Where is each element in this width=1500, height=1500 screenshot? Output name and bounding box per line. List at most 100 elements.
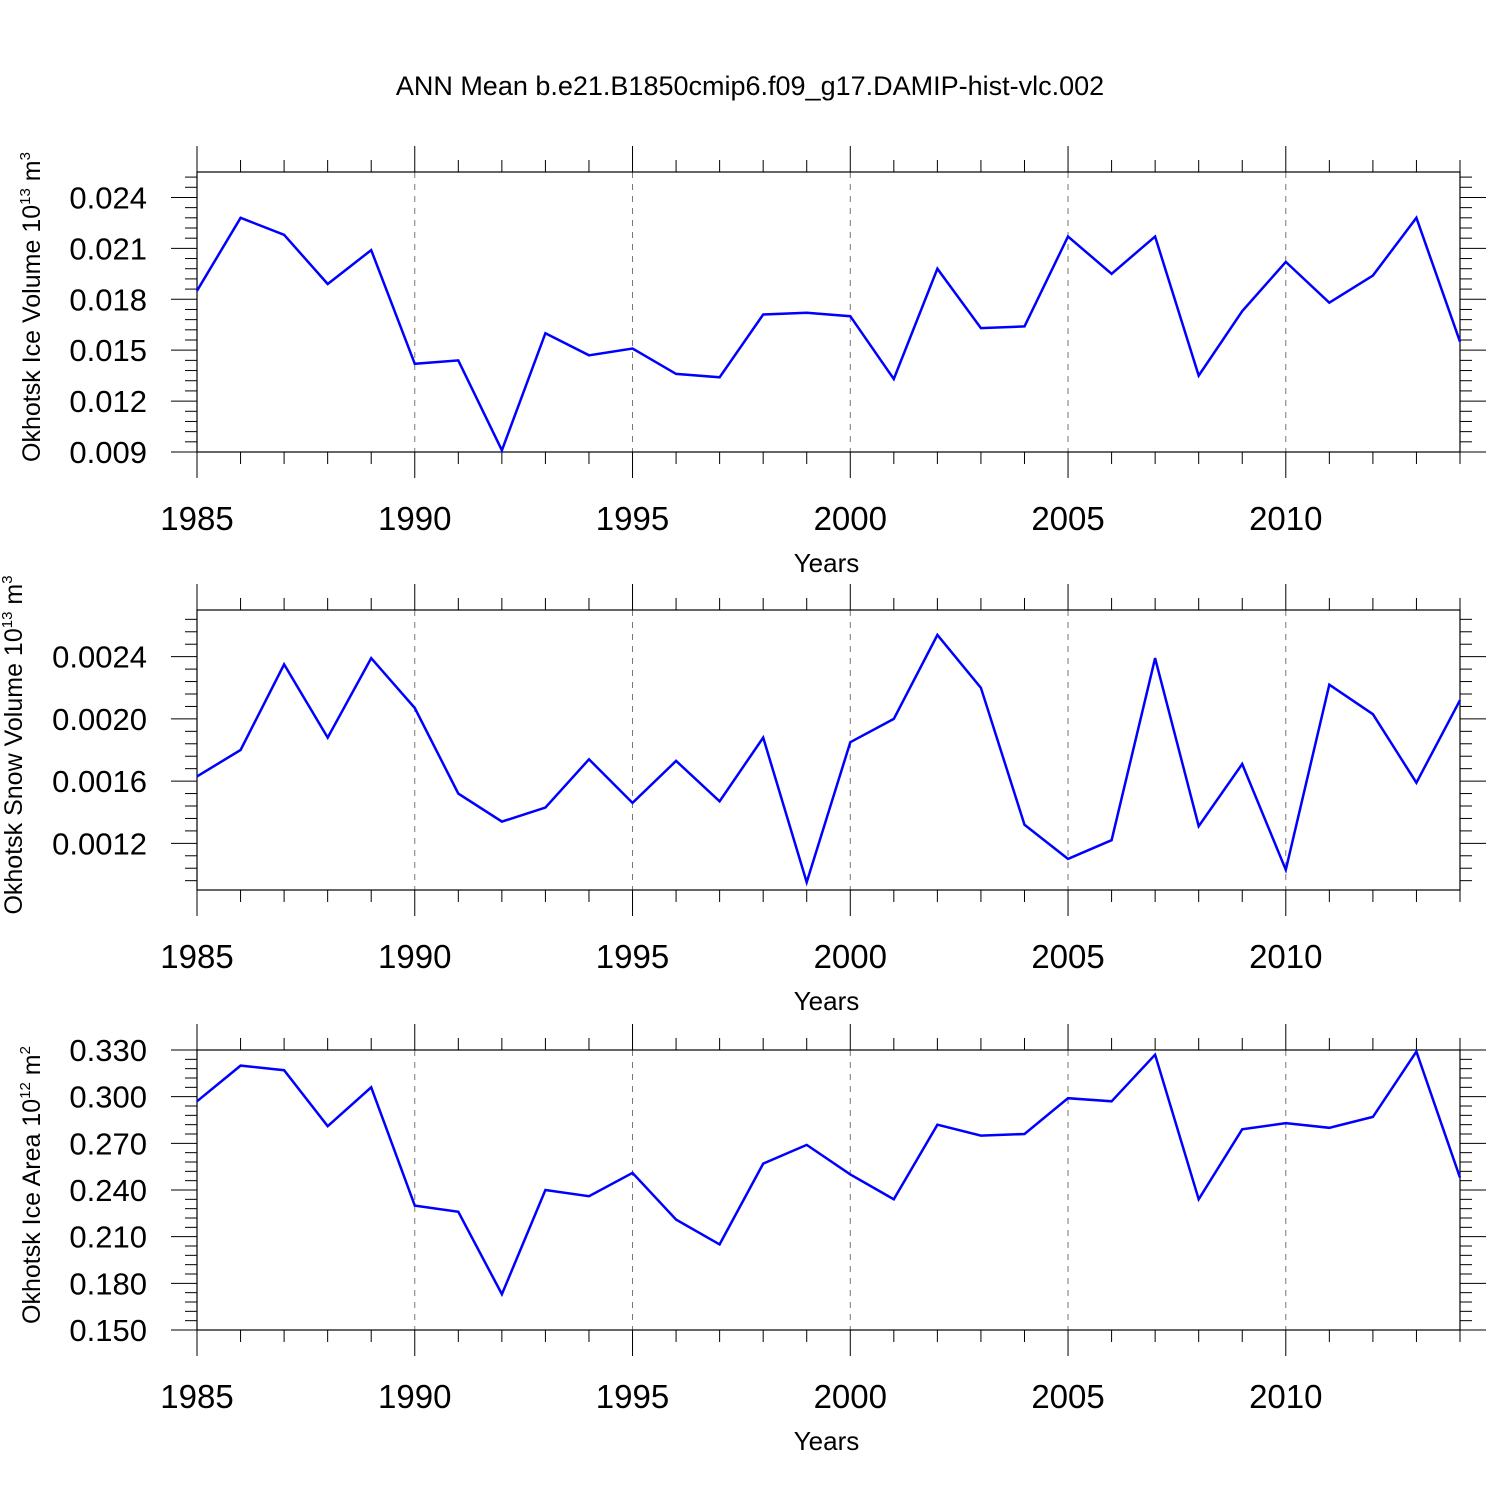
y-axis-label: Okhotsk Ice Area 1012 m2 bbox=[17, 1046, 46, 1324]
y-tick-label: 0.210 bbox=[69, 1220, 147, 1255]
x-tick-label: 1990 bbox=[378, 500, 451, 537]
x-tick-label: 2005 bbox=[1031, 1378, 1104, 1415]
data-point bbox=[849, 315, 851, 317]
data-point bbox=[980, 327, 982, 329]
data-point bbox=[762, 313, 764, 316]
y-axis-label: Okhotsk Snow Volume 1013 m3 bbox=[0, 575, 28, 914]
data-point bbox=[588, 354, 590, 356]
data-point bbox=[1372, 274, 1374, 277]
y-tick-label: 0.0020 bbox=[52, 702, 147, 737]
figure-title: ANN Mean b.e21.B1850cmip6.f09_g17.DAMIP-… bbox=[396, 71, 1104, 101]
data-point bbox=[370, 657, 372, 659]
data-point bbox=[1328, 684, 1330, 686]
data-point bbox=[1285, 261, 1287, 263]
data-point bbox=[283, 1069, 285, 1071]
data-point bbox=[1459, 699, 1461, 701]
panel-3: 1985 1990 1995 2000 2005 2010 0.150 0.180 0.210 0… bbox=[17, 1024, 1486, 1456]
y-tick-label: 0.024 bbox=[69, 180, 147, 215]
x-tick-label: 1990 bbox=[378, 938, 451, 975]
data-point bbox=[631, 1172, 634, 1174]
data-point bbox=[414, 363, 416, 365]
data-point bbox=[196, 290, 198, 292]
data-point bbox=[719, 800, 721, 802]
x-tick-label: 1995 bbox=[596, 938, 669, 975]
data-point bbox=[1067, 235, 1069, 238]
y-tick-label: 0.009 bbox=[69, 435, 147, 470]
data-point bbox=[1154, 1054, 1156, 1056]
y-tick-label: 0.0016 bbox=[52, 764, 147, 799]
series-line bbox=[195, 215, 1462, 454]
x-tick-label: 2010 bbox=[1249, 1378, 1322, 1415]
data-point bbox=[980, 687, 982, 689]
x-tick-label: 2010 bbox=[1249, 500, 1322, 537]
series-line bbox=[196, 632, 1462, 887]
data-point bbox=[1415, 782, 1418, 784]
plot-frame bbox=[196, 1049, 1461, 1331]
x-tick-label: 1985 bbox=[160, 938, 233, 975]
y-tick-label: 0.300 bbox=[69, 1080, 147, 1115]
data-point bbox=[762, 1162, 764, 1165]
data-point bbox=[501, 1293, 503, 1295]
series-line bbox=[196, 1048, 1462, 1298]
plot-frame bbox=[196, 171, 1461, 453]
x-tick-label: 2005 bbox=[1031, 500, 1104, 537]
data-point bbox=[1198, 1198, 1200, 1200]
data-point bbox=[936, 1124, 938, 1126]
data-point bbox=[980, 1134, 982, 1137]
y-tick-label: 0.012 bbox=[69, 384, 147, 419]
y-tick-label: 0.0024 bbox=[52, 640, 147, 675]
y-tick-label: 0.150 bbox=[69, 1313, 147, 1348]
x-tick-label: 1985 bbox=[160, 1378, 233, 1415]
data-point bbox=[544, 1189, 547, 1191]
data-point bbox=[457, 359, 459, 361]
x-tick-label: 2005 bbox=[1031, 938, 1104, 975]
data-point bbox=[675, 760, 677, 762]
y-tick-label: 0.240 bbox=[69, 1173, 147, 1208]
data-point bbox=[719, 1243, 721, 1246]
data-point bbox=[806, 881, 808, 883]
panel-1: 1985 1990 1995 2000 2005 2010 0.009 0.012 0.015 0… bbox=[17, 146, 1486, 578]
data-point bbox=[893, 718, 895, 720]
data-point bbox=[936, 634, 938, 636]
data-point bbox=[1241, 763, 1243, 765]
data-point bbox=[1372, 713, 1374, 715]
y-tick-label: 0.330 bbox=[69, 1033, 147, 1068]
data-point bbox=[1154, 235, 1156, 238]
data-point bbox=[239, 749, 242, 751]
data-point bbox=[327, 736, 329, 739]
data-point bbox=[1023, 824, 1026, 826]
data-point bbox=[1285, 1122, 1287, 1124]
data-point bbox=[327, 1125, 329, 1127]
data-point bbox=[1328, 302, 1330, 304]
data-point bbox=[457, 792, 459, 795]
data-point bbox=[1241, 310, 1243, 312]
y-tick-label: 0.018 bbox=[69, 282, 147, 317]
x-tick-label: 2000 bbox=[814, 938, 887, 975]
data-point bbox=[327, 283, 329, 285]
y-tick-label: 0.270 bbox=[69, 1126, 147, 1161]
plot-frame bbox=[196, 609, 1461, 891]
data-point bbox=[196, 1100, 198, 1102]
data-point bbox=[1459, 341, 1461, 343]
y-tick-label: 0.0012 bbox=[52, 826, 147, 861]
data-point bbox=[675, 373, 677, 375]
y-axis-label: Okhotsk Ice Volume 1013 m3 bbox=[17, 152, 46, 462]
data-point bbox=[414, 707, 416, 709]
data-point bbox=[1372, 1116, 1374, 1118]
x-tick-label: 2000 bbox=[814, 1378, 887, 1415]
x-tick-label: 2010 bbox=[1249, 938, 1322, 975]
data-point bbox=[1110, 1100, 1113, 1102]
data-point bbox=[370, 1086, 372, 1088]
y-tick-label: 0.180 bbox=[69, 1266, 147, 1301]
data-point bbox=[588, 1195, 590, 1197]
data-point bbox=[370, 249, 372, 251]
data-point bbox=[849, 741, 851, 743]
data-point bbox=[501, 820, 503, 823]
data-point bbox=[457, 1211, 459, 1213]
data-point bbox=[1110, 839, 1113, 841]
data-point bbox=[1023, 1133, 1026, 1135]
x-axis-label: Years bbox=[794, 986, 860, 1016]
x-tick-label: 1990 bbox=[378, 1378, 451, 1415]
data-point bbox=[196, 775, 198, 778]
